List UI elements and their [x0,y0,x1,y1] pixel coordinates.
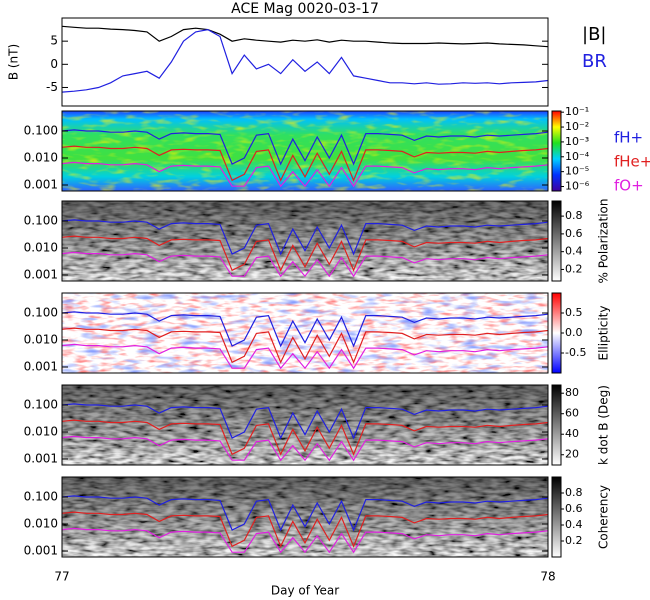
spectrogram-texture [62,293,548,373]
y-tick-label: 0.100 [24,397,58,411]
x-tick-label: 78 [540,570,555,584]
series-line [62,25,548,48]
series-line [62,419,548,456]
series-line [62,327,548,364]
x-tick-label: 77 [54,570,69,584]
colorbar-tick-label: 0.8 [565,486,583,499]
colorbar-tick-label: 0.2 [565,262,583,275]
colorbar-label: Coherency [597,485,611,549]
series-line [62,403,548,440]
y-tick-label: 0.100 [24,213,58,227]
colorbar [551,384,562,466]
series-line [62,145,548,182]
y-tick-label: 0.001 [24,178,58,192]
y-tick-label: 0.001 [24,544,58,558]
y-tick-label: 0.100 [24,489,58,503]
colorbar-tick-label: 0.4 [565,518,583,531]
y-tick-label: 0 [50,57,58,71]
colorbar-label: Ellipticity [597,306,611,361]
y-tick-label: 0.010 [24,425,58,439]
colorbar-tick-label: 10⁻³ [565,135,589,148]
y-tick-label: 0.001 [24,268,58,282]
y-tick-label: 0.010 [24,517,58,531]
colorbar-label: % Polarization [597,199,611,284]
y-tick-label: 0.100 [24,123,58,137]
plot-frame [61,476,549,558]
series-line [62,511,548,548]
series-line [62,311,548,348]
colorbar-tick-label: 0.5 [565,306,583,319]
plot-frame [61,292,549,374]
series-line [62,495,548,532]
series-line [62,235,548,272]
series-line [62,129,548,166]
legend-label: fO+ [614,177,644,195]
plot-frame [61,17,549,107]
colorbar-label: k dot B (Deg) [597,385,611,465]
y-tick-label: 0.010 [24,241,58,255]
colorbar [551,200,562,282]
y-tick-label: 0.010 [24,333,58,347]
y-tick-label: -5 [46,80,58,94]
y-tick-label: 0.001 [24,452,58,466]
spectrogram-texture [62,111,548,191]
series-line [62,251,548,278]
plot-frame [61,384,549,466]
spectrogram-shade [62,385,548,465]
series-line [62,28,548,93]
colorbar-tick-label: 10⁻⁶ [565,180,590,193]
colorbar-tick-label: 60 [565,407,579,420]
series-line [62,219,548,256]
colorbar-tick-label: 0.4 [565,245,583,258]
colorbar-tick-label: 0.6 [565,227,583,240]
y-tick-label: 5 [50,34,58,48]
colorbar [551,110,562,192]
series-line [62,343,548,370]
chart-title: ACE Mag 0020-03-17 [231,1,379,17]
colorbar [551,292,562,374]
plot-frame [61,110,549,192]
x-axis-label: Day of Year [271,584,339,598]
colorbar-tick-label: 0.6 [565,502,583,515]
spectrogram-shade [62,477,548,557]
colorbar-tick-label: -0.5 [565,346,586,359]
colorbar-tick-label: 10⁻¹ [565,105,589,118]
colorbar-tick-label: 20 [565,448,579,461]
colorbar [551,476,562,558]
series-line [62,527,548,554]
colorbar-tick-label: 10⁻⁴ [565,150,590,163]
legend-label: BR [582,51,607,72]
series-line [62,435,548,462]
colorbar-tick-label: 80 [565,386,579,399]
plot-frame [61,200,549,282]
colorbar-tick-label: 0.0 [565,326,583,339]
y-tick-label: 0.001 [24,360,58,374]
legend-label: fH+ [614,129,643,147]
legend-label: |B| [582,24,606,45]
legend-label: fHe+ [614,153,650,171]
colorbar-tick-label: 0.8 [565,209,583,222]
colorbar-tick-label: 10⁻² [565,120,589,133]
spectrogram-shade [62,201,548,281]
colorbar-tick-label: 10⁻⁵ [565,165,589,178]
y-tick-label: 0.100 [24,305,58,319]
y-axis-label: B (nT) [7,44,21,80]
series-line [62,161,548,188]
y-tick-label: 0.010 [24,151,58,165]
colorbar-tick-label: 40 [565,427,579,440]
colorbar-tick-label: 0.2 [565,534,583,547]
